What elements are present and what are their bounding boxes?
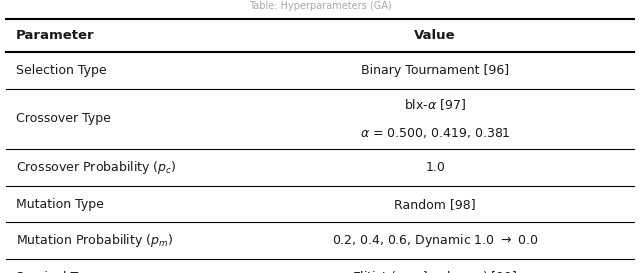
Text: Survival Type: Survival Type [16,271,99,273]
Text: Parameter: Parameter [16,29,95,42]
Text: Crossover Type: Crossover Type [16,112,111,125]
Text: $\alpha$ = 0.500, 0.419, 0.381: $\alpha$ = 0.500, 0.419, 0.381 [360,126,511,140]
Text: Table: Hyperparameters (GA): Table: Hyperparameters (GA) [249,1,391,11]
Text: Selection Type: Selection Type [16,64,107,77]
Text: 0.2, 0.4, 0.6, Dynamic 1.0 $\rightarrow$ 0.0: 0.2, 0.4, 0.6, Dynamic 1.0 $\rightarrow$… [332,232,538,250]
Text: 1.0: 1.0 [425,161,445,174]
Text: blx-$\alpha$ [97]: blx-$\alpha$ [97] [404,97,467,112]
Text: Value: Value [414,29,456,42]
Text: Crossover Probability ($p_c$): Crossover Probability ($p_c$) [16,159,177,176]
Text: Elitist ($\mu$ + $\lambda$ schema) [99]: Elitist ($\mu$ + $\lambda$ schema) [99] [353,269,518,273]
Text: Random [98]: Random [98] [394,198,476,210]
Text: Mutation Probability ($p_m$): Mutation Probability ($p_m$) [16,232,173,250]
Text: Mutation Type: Mutation Type [16,198,104,210]
Text: Binary Tournament [96]: Binary Tournament [96] [361,64,509,77]
